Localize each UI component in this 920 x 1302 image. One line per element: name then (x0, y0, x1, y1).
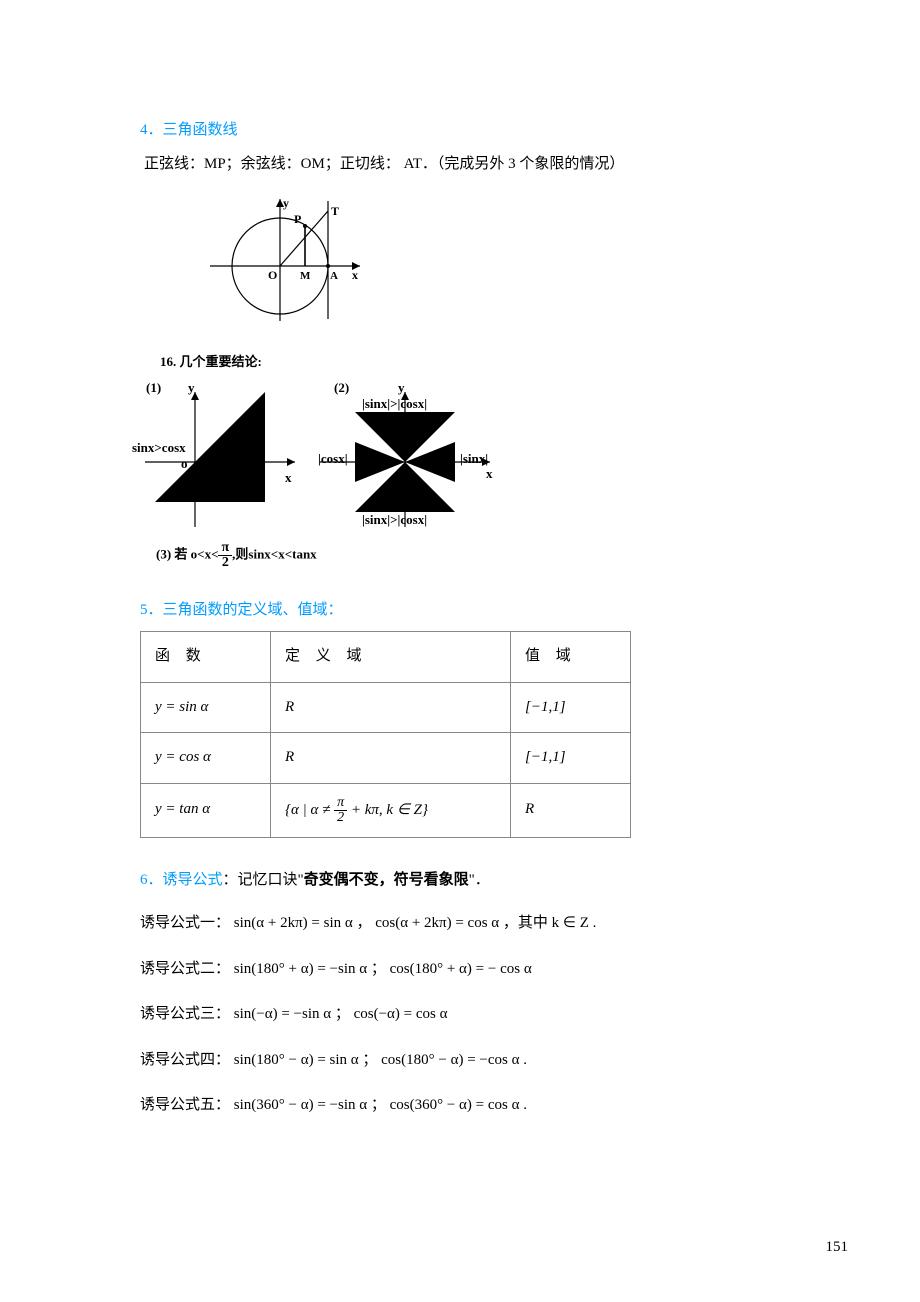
section-4-title: 三角函数线 (163, 122, 238, 138)
formula-math: sin(360° − α) = −sin α ； cos(360° − α) =… (234, 1097, 527, 1113)
label-t: T (331, 204, 339, 218)
d2-bot: |sinx|>|cosx| (362, 509, 427, 531)
sub16-heading: 16. 几个重要结论: (160, 351, 800, 373)
th-fn: 函 数 (141, 632, 271, 683)
d2-rightx: x (486, 463, 493, 485)
section-5-title: 三角函数的定义域、值域： (163, 602, 343, 618)
th-domain: 定 义 域 (271, 632, 511, 683)
d3-two: 2 (218, 556, 232, 570)
label-o: O (268, 268, 277, 282)
cell-domain: R (271, 733, 511, 784)
d1-x: x (285, 467, 292, 489)
section-4-heading: 4．三角函数线 (140, 118, 800, 144)
page-number: 151 (826, 1235, 849, 1261)
formula-math: sin(180° + α) = −sin α ； cos(180° + α) =… (234, 961, 532, 977)
section-6-end: "． (469, 872, 490, 888)
formula-math: sin(α + 2kπ) = sin α ， cos(α + 2kπ) = co… (234, 915, 597, 931)
formula-label: 诱导公式一： (140, 915, 230, 931)
cell-fn: y = cos α (141, 733, 271, 784)
dom-suffix: + kπ, k ∈ Z} (347, 802, 428, 818)
section-5-heading: 5．三角函数的定义域、值域： (140, 598, 800, 624)
d3-b: ,则sinx<x<tanx (232, 546, 317, 561)
cell-range: [−1,1] (511, 733, 631, 784)
section-4-line1: 正弦线：MP；余弦线：OM；正切线： AT．（完成另外 3 个象限的情况） (144, 152, 800, 178)
diagram-1: (1) y sinx>cosx o x (140, 377, 310, 537)
d1-origin: o (181, 453, 188, 475)
diagram-row: (1) y sinx>cosx o x (2) y |sinx|>|cosx| … (140, 377, 800, 537)
table-row: y = tan α {α | α ≠ π2 + kπ, k ∈ Z} R (141, 783, 631, 837)
formula-math: sin(−α) = −sin α ； cos(−α) = cos α (234, 1006, 448, 1022)
section-6-title: 诱导公式 (163, 872, 223, 888)
cell-domain: {α | α ≠ π2 + kπ, k ∈ Z} (271, 783, 511, 837)
table-row: y = sin α R [−1,1] (141, 682, 631, 733)
formula-1: 诱导公式一： sin(α + 2kπ) = sin α ， cos(α + 2k… (140, 911, 800, 937)
label-a: A (330, 270, 338, 282)
diagram-3-text: (3) 若 o<x<π2,则sinx<x<tanx (156, 541, 800, 570)
label-x: x (352, 268, 358, 282)
th-range: 值 域 (511, 632, 631, 683)
diagram-2: (2) y |sinx|>|cosx| |cosx| |sinx| x |sin… (310, 377, 510, 537)
d3-pi: π (218, 541, 232, 556)
domain-table: 函 数 定 义 域 值 域 y = sin α R [−1,1] y = cos… (140, 631, 631, 838)
formula-2: 诱导公式二： sin(180° + α) = −sin α ； cos(180°… (140, 957, 800, 983)
unit-circle-svg: y x O M A P T (200, 191, 380, 331)
d3-a: (3) 若 o<x< (156, 546, 218, 561)
section-6-mnemonic: 奇变偶不变，符号看象限 (304, 872, 469, 888)
d1-svg (140, 387, 310, 537)
d1-left: sinx>cosx (132, 437, 186, 459)
cell-fn: y = tan α (141, 783, 271, 837)
table-row: 函 数 定 义 域 值 域 (141, 632, 631, 683)
dom-prefix: {α | α ≠ (285, 802, 334, 818)
cell-range: R (511, 783, 631, 837)
label-p: P (294, 212, 301, 226)
section-6-suffix: ：记忆口诀" (223, 872, 304, 888)
formula-label: 诱导公式四： (140, 1052, 230, 1068)
dom-two: 2 (334, 811, 347, 825)
label-m: M (300, 270, 311, 282)
d2-topl: |sinx|>|cosx| (362, 393, 427, 415)
formula-3: 诱导公式三： sin(−α) = −sin α ； cos(−α) = cos … (140, 1002, 800, 1028)
cell-range: [−1,1] (511, 682, 631, 733)
formula-label: 诱导公式二： (140, 961, 230, 977)
formula-label: 诱导公式五： (140, 1097, 230, 1113)
dom-pi: π (334, 796, 347, 811)
cell-domain: R (271, 682, 511, 733)
cell-fn: y = sin α (141, 682, 271, 733)
section-4-num: 4． (140, 122, 163, 138)
section-6-heading: 6．诱导公式：记忆口诀"奇变偶不变，符号看象限"． (140, 868, 800, 894)
label-y: y (283, 196, 289, 210)
formula-label: 诱导公式三： (140, 1006, 230, 1022)
formula-4: 诱导公式四： sin(180° − α) = sin α ； cos(180° … (140, 1048, 800, 1074)
formula-5: 诱导公式五： sin(360° − α) = −sin α ； cos(360°… (140, 1093, 800, 1119)
formula-math: sin(180° − α) = sin α ； cos(180° − α) = … (234, 1052, 527, 1068)
unit-circle-figure: y x O M A P T (200, 191, 800, 341)
section-6-num: 6． (140, 872, 163, 888)
table-row: y = cos α R [−1,1] (141, 733, 631, 784)
d2-right: |sinx| (460, 448, 488, 470)
section-5-num: 5． (140, 602, 163, 618)
d2-left: |cosx| (318, 448, 348, 470)
domain-table-wrap: 函 数 定 义 域 值 域 y = sin α R [−1,1] y = cos… (140, 631, 800, 838)
